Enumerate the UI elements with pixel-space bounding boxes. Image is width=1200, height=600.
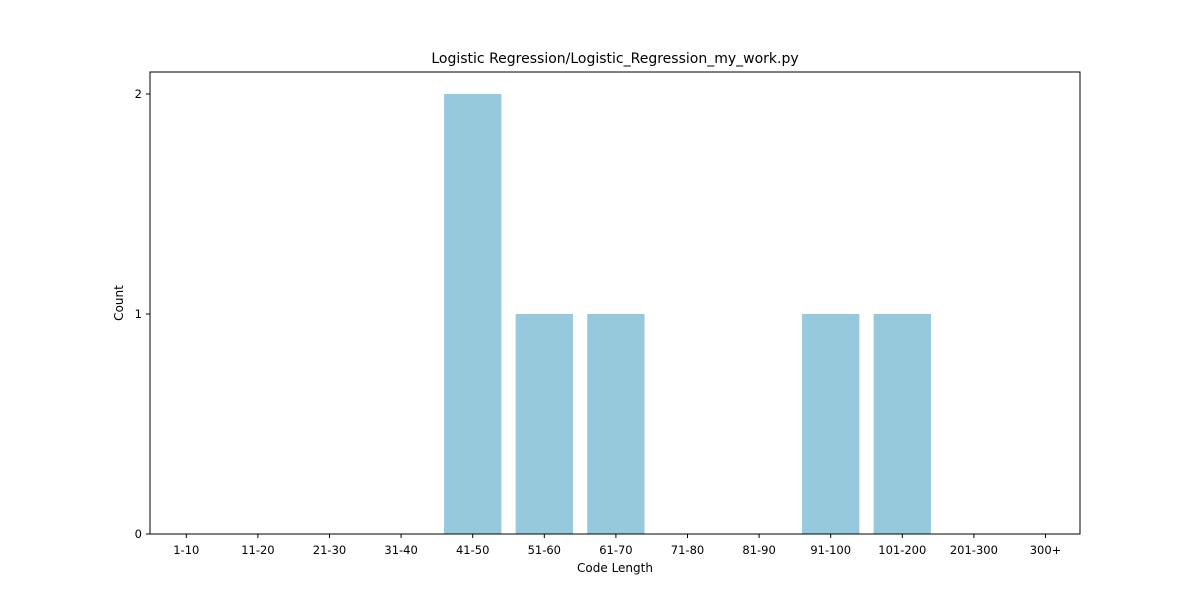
x-tick-label: 21-30 (313, 543, 346, 557)
y-tick-label: 0 (135, 527, 142, 541)
x-tick-label: 300+ (1030, 543, 1062, 557)
y-tick-label: 2 (135, 87, 142, 101)
bar-101-200 (873, 314, 931, 534)
x-tick-label: 81-90 (742, 543, 775, 557)
x-tick-label: 41-50 (456, 543, 489, 557)
x-tick-label: 71-80 (671, 543, 704, 557)
bar-51-60 (515, 314, 573, 534)
x-tick-label: 61-70 (599, 543, 632, 557)
x-axis-ticks: 1-10 11-20 21-30 31-40 41-50 51-60 61-70 71-80 8… (173, 534, 1061, 557)
y-axis-label: Count (112, 285, 126, 321)
x-tick-label: 91-100 (810, 543, 851, 557)
bars-group (444, 94, 931, 534)
y-tick-label: 1 (135, 307, 142, 321)
y-axis-ticks: 0 1 2 (135, 87, 150, 541)
x-tick-label: 101-200 (878, 543, 926, 557)
x-tick-label: 1-10 (173, 543, 199, 557)
x-tick-label: 31-40 (384, 543, 417, 557)
x-tick-label: 11-20 (241, 543, 274, 557)
x-axis-label: Code Length (577, 561, 653, 575)
bar-91-100 (802, 314, 860, 534)
bar-61-70 (587, 314, 645, 534)
x-tick-label: 51-60 (528, 543, 561, 557)
chart-title: Logistic Regression/Logistic_Regression_… (431, 51, 798, 67)
x-tick-label: 201-300 (950, 543, 998, 557)
bar-41-50 (444, 94, 502, 534)
plot-frame (149, 71, 1081, 535)
